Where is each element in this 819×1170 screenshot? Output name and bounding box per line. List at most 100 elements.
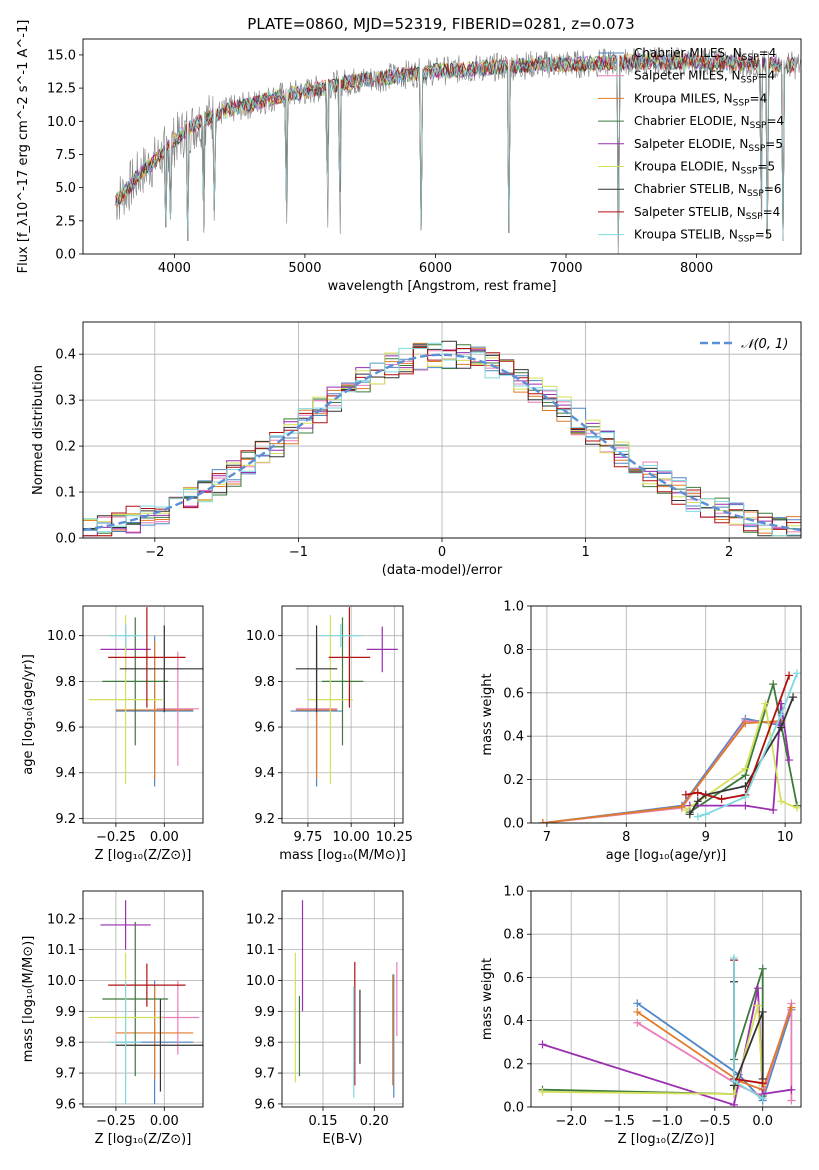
axes-mass_vs_ebv: 0.15 0.20 9.6 9.7 9.8 9.9 10.0 10.1 10.2 E(B-V) — [246, 890, 404, 1147]
x-tick-label: −2.0 — [555, 1114, 587, 1129]
y-tick-label: 9.2 — [254, 812, 275, 827]
y-tick-label: 0.2 — [503, 773, 524, 788]
x-tick-label: 10.25 — [376, 830, 413, 845]
legend-label: Kroupa MILES, NSSP=4 — [634, 91, 767, 108]
y-tick-label: 10.0 — [47, 115, 76, 130]
plot-area-mass_vs_Z — [88, 900, 203, 1104]
x-tick-label: 0.15 — [309, 1114, 338, 1129]
plus-marker — [758, 1007, 767, 1016]
x-axis-label: age [log₁₀(age/yr)] — [606, 848, 727, 863]
x-tick-label: 1 — [581, 545, 589, 560]
x-tick-label: 10 — [777, 830, 794, 845]
x-axis-label: mass [log₁₀(M/M⊙)] — [279, 848, 406, 863]
plus-marker — [729, 1090, 738, 1099]
y-tick-label: 0.4 — [503, 1014, 524, 1029]
plus-marker — [741, 792, 750, 801]
y-tick-label: 10.1 — [47, 943, 76, 958]
weight-line-3 — [689, 683, 798, 813]
axes-residuals: −2 −1 0 1 2 0.0 0.1 0.2 0.3 0.4 (data-model)/error… — [31, 321, 802, 578]
y-tick-label: 9.2 — [55, 812, 76, 827]
plot-layer: 4000 5000 6000 7000 80000.02.55.07.510.012.5… — [16, 20, 802, 1147]
y-tick-label: 7.5 — [55, 148, 76, 163]
weight-line-0 — [636, 1002, 793, 1103]
x-axis-label: Z [log₁₀(Z/Z⊙)] — [95, 1132, 192, 1147]
plus-marker — [741, 764, 750, 773]
y-tick-label: 9.8 — [55, 1036, 76, 1051]
axes-frame — [82, 605, 204, 824]
y-axis-label: mass weight — [480, 958, 495, 1040]
x-tick-label: −0.25 — [96, 830, 136, 845]
axes-frame — [281, 890, 404, 1108]
y-axis-label: Flux [f_λ10^-17 erg cm^-2 s^-1 A^-1] — [16, 20, 31, 274]
x-tick-label: 4000 — [158, 261, 191, 276]
plus-marker — [685, 810, 694, 819]
y-tick-label: 9.4 — [55, 766, 76, 781]
x-tick-label: 0.0 — [752, 1114, 773, 1129]
y-tick-label: 15.0 — [47, 48, 76, 63]
plot-area-weight_vs_Z — [538, 953, 796, 1107]
y-tick-label: 9.4 — [254, 766, 275, 781]
y-tick-label: 0.6 — [503, 686, 524, 701]
y-tick-label: 1.0 — [503, 600, 524, 615]
y-tick-label: 0.0 — [503, 817, 524, 832]
y-tick-label: 0.0 — [55, 532, 76, 547]
y-tick-label: 10.2 — [246, 912, 275, 927]
plus-marker — [793, 669, 801, 678]
y-tick-label: 10.0 — [47, 974, 76, 989]
x-tick-label: 6000 — [419, 261, 452, 276]
plot-area-residuals — [83, 340, 801, 538]
y-tick-label: 10.2 — [47, 912, 76, 927]
plus-marker — [717, 795, 726, 804]
x-tick-label: 5000 — [288, 261, 321, 276]
x-tick-label: 9.75 — [293, 830, 322, 845]
x-tick-label: 10.00 — [333, 830, 370, 845]
y-tick-label: 10.0 — [47, 629, 76, 644]
plus-marker — [538, 1087, 547, 1096]
legend-label: Salpeter MILES, NSSP=4 — [634, 69, 775, 86]
y-tick-label: 0.8 — [503, 643, 524, 658]
plus-marker — [777, 723, 786, 732]
plus-marker — [758, 1079, 767, 1088]
legend-label: Salpeter ELODIE, NSSP=5 — [634, 137, 783, 154]
y-tick-label: 9.9 — [254, 1005, 275, 1020]
y-tick-label: 0.3 — [55, 394, 76, 409]
axes-mass_vs_Z: −0.25 0.00 9.6 9.7 9.8 9.9 10.0 10.1 10.2 Z [log₁… — [21, 890, 204, 1147]
axes-spectrum: 4000 5000 6000 7000 8000 0.0 2.5 5.0 7.5 10.0 12.5… — [16, 20, 802, 294]
weight-line-1 — [636, 1003, 793, 1101]
plus-marker — [633, 999, 642, 1008]
legend-label: Chabrier STELIB, NSSP=6 — [634, 182, 782, 199]
y-tick-label: 9.6 — [254, 721, 275, 736]
y-tick-label: 9.7 — [55, 1067, 76, 1082]
axes-weight_vs_Z: −2.0 −1.5 −1.0 −0.5 0.0 0.0 0.2 0.4 0.6 0.8 1.0 Z [… — [480, 885, 802, 1147]
plus-marker — [769, 680, 778, 689]
x-tick-label: 0.00 — [150, 1114, 179, 1129]
plot-area-mass_vs_ebv — [294, 900, 398, 1098]
plot-area-age_vs_Z — [88, 607, 203, 787]
plus-marker — [777, 797, 786, 806]
plus-marker — [789, 693, 798, 702]
plus-marker — [753, 1001, 762, 1010]
plus-marker — [729, 1077, 738, 1086]
x-tick-label: −0.5 — [699, 1114, 731, 1129]
x-tick-label: 7000 — [549, 261, 582, 276]
x-tick-label: 9 — [702, 830, 710, 845]
legend-normal-label: 𝒩(0, 1) — [741, 337, 788, 352]
plus-marker — [681, 790, 690, 799]
y-tick-label: 0.2 — [55, 440, 76, 455]
x-axis-label: E(B-V) — [322, 1132, 362, 1147]
plus-marker — [769, 805, 778, 814]
y-tick-label: 0.4 — [55, 348, 76, 363]
plus-marker — [793, 803, 801, 812]
plus-marker — [758, 964, 767, 973]
plus-marker — [741, 719, 750, 728]
plus-marker — [761, 699, 770, 708]
y-tick-label: 9.6 — [254, 1097, 275, 1112]
y-tick-label: 0.2 — [503, 1057, 524, 1072]
y-axis-label: mass [log₁₀(M/M⊙)] — [21, 936, 36, 1063]
plus-marker — [785, 756, 794, 765]
histogram-step-5 — [83, 345, 801, 538]
y-tick-label: 10.0 — [246, 974, 275, 989]
axes-frame — [82, 321, 802, 539]
y-tick-label: 9.9 — [55, 1005, 76, 1020]
figure-title: PLATE=0860, MJD=52319, FIBERID=0281, z=0… — [247, 15, 634, 33]
